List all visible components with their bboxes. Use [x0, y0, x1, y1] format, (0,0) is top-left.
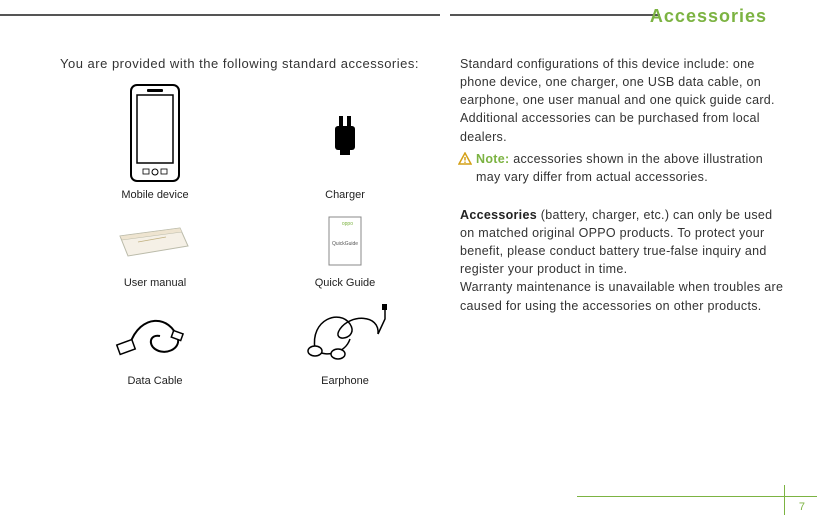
note-text: accessories shown in the above illustrat…	[476, 152, 763, 184]
charger-icon	[320, 83, 370, 183]
left-column: You are provided with the following stan…	[60, 55, 440, 387]
note-label: Note:	[476, 152, 509, 166]
header-rule-left	[0, 14, 440, 16]
accessory-label: Mobile device	[121, 189, 188, 201]
accessory-label: User manual	[124, 277, 186, 289]
accessories-block: Accessories (battery, charger, etc.) can…	[460, 206, 790, 315]
page-title: Accessories	[650, 6, 767, 27]
data-cable-icon	[110, 299, 200, 369]
accessory-item: User manual	[60, 211, 250, 289]
additional-text: Additional accessories can be purchased …	[460, 109, 790, 145]
accessory-label: Data Cable	[127, 375, 182, 387]
accessory-item: Mobile device	[60, 83, 250, 201]
accessory-label: Earphone	[321, 375, 369, 387]
earphone-icon	[290, 299, 400, 369]
accessories-bold: Accessories	[460, 208, 537, 222]
mobile-device-icon	[125, 83, 185, 183]
accessory-label: Quick Guide	[315, 277, 376, 289]
accessory-item: oppo QuickGuide Quick Guide	[250, 211, 440, 289]
right-column: Standard configurations of this device i…	[460, 55, 790, 315]
accessory-item: Earphone	[250, 299, 440, 387]
warranty-text: Warranty maintenance is unavailable when…	[460, 278, 790, 314]
footer-divider	[784, 485, 785, 515]
accessory-grid: Mobile device Charger	[60, 83, 440, 387]
accessories-para: Accessories (battery, charger, etc.) can…	[460, 206, 790, 279]
config-text: Standard configurations of this device i…	[460, 55, 790, 109]
accessory-item: Charger	[250, 83, 440, 201]
quick-guide-icon: oppo QuickGuide	[325, 211, 365, 271]
footer-line	[577, 496, 817, 497]
intro-text: You are provided with the following stan…	[60, 55, 440, 73]
warning-icon	[458, 152, 472, 166]
svg-text:oppo: oppo	[342, 221, 353, 227]
accessory-label: Charger	[325, 189, 365, 201]
note-block: Note: accessories shown in the above ill…	[460, 150, 790, 186]
svg-text:QuickGuide: QuickGuide	[332, 241, 358, 247]
accessory-item: Data Cable	[60, 299, 250, 387]
page-number: 7	[799, 501, 805, 513]
user-manual-icon	[110, 211, 200, 271]
header-rule-right	[450, 14, 660, 16]
